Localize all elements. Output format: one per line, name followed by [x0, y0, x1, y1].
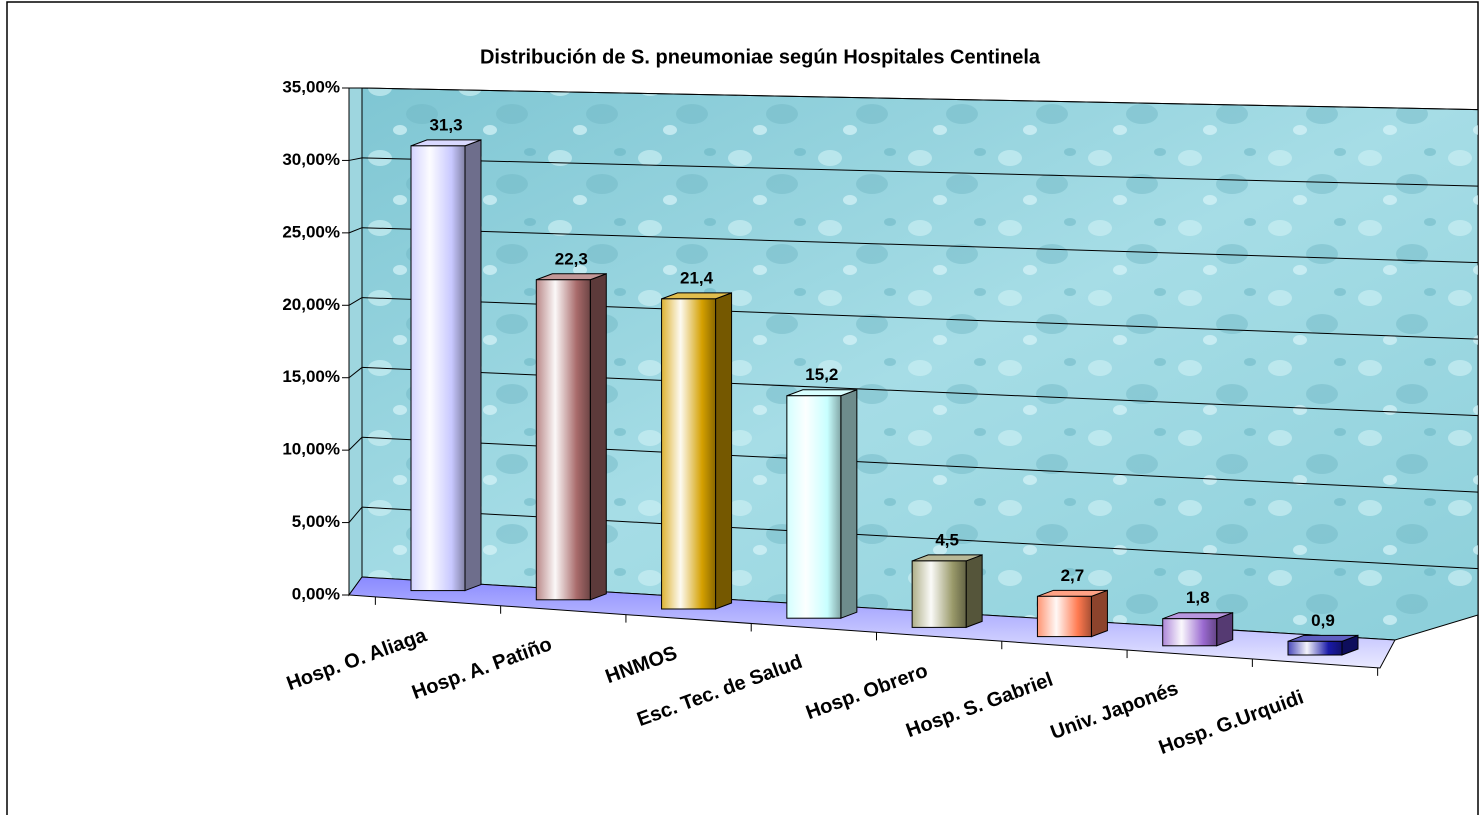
- bar: [1162, 611, 1234, 647]
- bar: [661, 292, 733, 610]
- value-label: 31,3: [429, 115, 462, 134]
- y-tick-label: 10,00%: [282, 440, 340, 459]
- bar-front: [1287, 640, 1343, 656]
- y-tick-label: 35,00%: [282, 77, 340, 96]
- grid-line: [348, 157, 363, 161]
- grid-line: [361, 227, 1479, 264]
- grid-line: [348, 297, 363, 306]
- back-wall-texture: [362, 88, 1478, 640]
- bar: [535, 273, 607, 601]
- y-tick-label: 20,00%: [282, 295, 340, 314]
- grid-line: [348, 506, 363, 523]
- value-label: 2,7: [1061, 566, 1085, 585]
- bar: [911, 554, 983, 629]
- value-label: 1,8: [1186, 588, 1210, 607]
- grid-line: [348, 436, 363, 451]
- y-tick-label: 30,00%: [282, 150, 340, 169]
- bar-side: [464, 139, 482, 592]
- grid-line: [361, 87, 1479, 111]
- grid-line: [348, 367, 363, 379]
- value-label: 15,2: [805, 365, 838, 384]
- bar-front: [661, 298, 717, 610]
- bar-side: [715, 292, 733, 610]
- grid-line: [348, 227, 363, 234]
- y-tick-label: 0,00%: [292, 584, 340, 603]
- bar-front: [911, 560, 967, 628]
- y-tick-label: 15,00%: [282, 367, 340, 386]
- y-tick-label: 5,00%: [292, 512, 340, 531]
- bar-front: [535, 279, 591, 601]
- value-label: 4,5: [935, 530, 959, 549]
- bar-side: [965, 554, 983, 629]
- bar: [1036, 589, 1108, 638]
- value-label: 22,3: [555, 249, 588, 268]
- bar-front: [786, 395, 842, 619]
- side-wall: [348, 87, 363, 597]
- bar-front: [1036, 595, 1092, 638]
- y-tick-label: 25,00%: [282, 222, 340, 241]
- value-label: 21,4: [680, 268, 714, 287]
- grid-line: [361, 157, 1479, 187]
- bar-side: [589, 273, 607, 601]
- value-label: 0,9: [1311, 611, 1335, 630]
- bar: [410, 139, 482, 592]
- bar: [786, 389, 858, 619]
- bar-front: [1162, 618, 1218, 647]
- chart-title: Distribución de S. pneumoniae según Hosp…: [480, 46, 1041, 68]
- bar: [1287, 634, 1359, 656]
- bar-side: [840, 389, 858, 619]
- bar-side: [1090, 589, 1108, 638]
- bar-front: [410, 145, 466, 592]
